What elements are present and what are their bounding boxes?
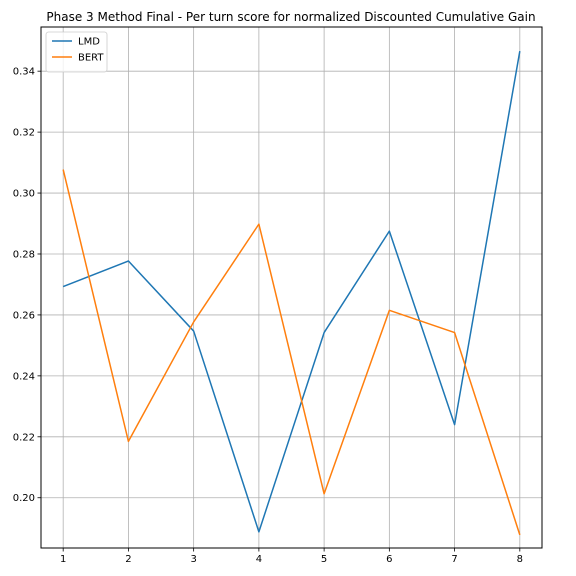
legend-label-lmd: LMD [78,37,100,48]
y-tick-label: 0.24 [13,371,35,382]
legend: LMD BERT [45,31,108,73]
y-tick-label: 0.26 [13,310,35,321]
y-tick-label: 0.20 [13,493,35,504]
x-tick-label: 8 [517,554,523,565]
x-tick-label: 1 [60,554,66,565]
x-tick-label: 3 [190,554,196,565]
x-tick-label: 4 [256,554,262,565]
x-tick-label: 7 [451,554,457,565]
legend-label-bert: BERT [78,53,104,64]
legend-box [45,31,108,73]
y-tick-label: 0.22 [13,432,35,443]
x-tick-label: 5 [321,554,327,565]
series-line-bert [62,169,521,536]
y-tick-label: 0.32 [13,128,35,139]
y-tick-label: 0.34 [13,67,35,78]
x-axis: 1 2 3 4 5 6 7 8 [60,548,523,565]
series-lines [62,50,521,536]
chart-title: Phase 3 Method Final - Per turn score fo… [46,10,535,24]
y-axis: 0.20 0.22 0.24 0.26 0.28 0.30 0.32 0.34 [13,67,41,504]
series-line-lmd [62,50,521,533]
plot-area-frame [40,26,543,549]
x-tick-label: 6 [386,554,392,565]
y-tick-label: 0.28 [13,249,35,260]
grid-lines [41,27,542,548]
x-tick-label: 2 [125,554,131,565]
y-tick-label: 0.30 [13,189,35,200]
